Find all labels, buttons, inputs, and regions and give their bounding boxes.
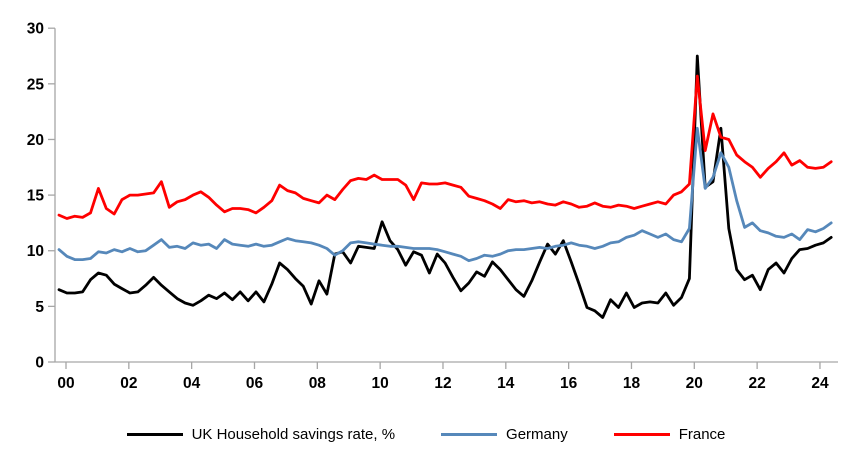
germany-line-swatch bbox=[441, 433, 498, 436]
svg-text:16: 16 bbox=[560, 375, 578, 392]
svg-text:20: 20 bbox=[686, 375, 703, 392]
svg-text:00: 00 bbox=[57, 375, 74, 392]
svg-text:14: 14 bbox=[497, 375, 515, 392]
svg-text:22: 22 bbox=[749, 375, 766, 392]
svg-text:30: 30 bbox=[27, 21, 44, 38]
legend-label-france: France bbox=[678, 426, 726, 443]
svg-text:12: 12 bbox=[434, 375, 451, 392]
y-axis: 0 5 10 15 20 25 30 bbox=[27, 21, 56, 372]
svg-text:15: 15 bbox=[27, 188, 45, 205]
uk-line-swatch bbox=[126, 433, 183, 436]
france-line-swatch bbox=[613, 433, 670, 436]
svg-text:24: 24 bbox=[811, 375, 829, 392]
svg-text:04: 04 bbox=[183, 375, 201, 392]
svg-text:06: 06 bbox=[246, 375, 264, 392]
svg-text:02: 02 bbox=[120, 375, 137, 392]
x-axis: 00 02 04 06 08 10 12 14 16 18 20 22 24 bbox=[55, 361, 838, 392]
legend-label-uk: UK Household savings rate, % bbox=[191, 426, 396, 443]
legend-label-germany: Germany bbox=[506, 426, 568, 443]
svg-text:25: 25 bbox=[27, 76, 45, 93]
svg-text:10: 10 bbox=[27, 243, 44, 260]
chart-legend: UK Household savings rate, % Germany Fra… bbox=[0, 426, 852, 443]
legend-item-france: France bbox=[613, 426, 726, 443]
svg-text:08: 08 bbox=[309, 375, 327, 392]
legend-item-germany: Germany bbox=[441, 426, 568, 443]
svg-text:0: 0 bbox=[35, 355, 44, 372]
svg-text:18: 18 bbox=[623, 375, 641, 392]
svg-text:20: 20 bbox=[27, 132, 44, 149]
legend-item-uk: UK Household savings rate, % bbox=[126, 426, 396, 443]
chart-canvas: 0 5 10 15 20 25 30 00 02 04 06 08 10 12 14 16 18 20 22 24 bbox=[27, 21, 838, 392]
series-lines bbox=[57, 54, 833, 319]
svg-text:10: 10 bbox=[372, 375, 389, 392]
svg-text:5: 5 bbox=[35, 299, 44, 316]
